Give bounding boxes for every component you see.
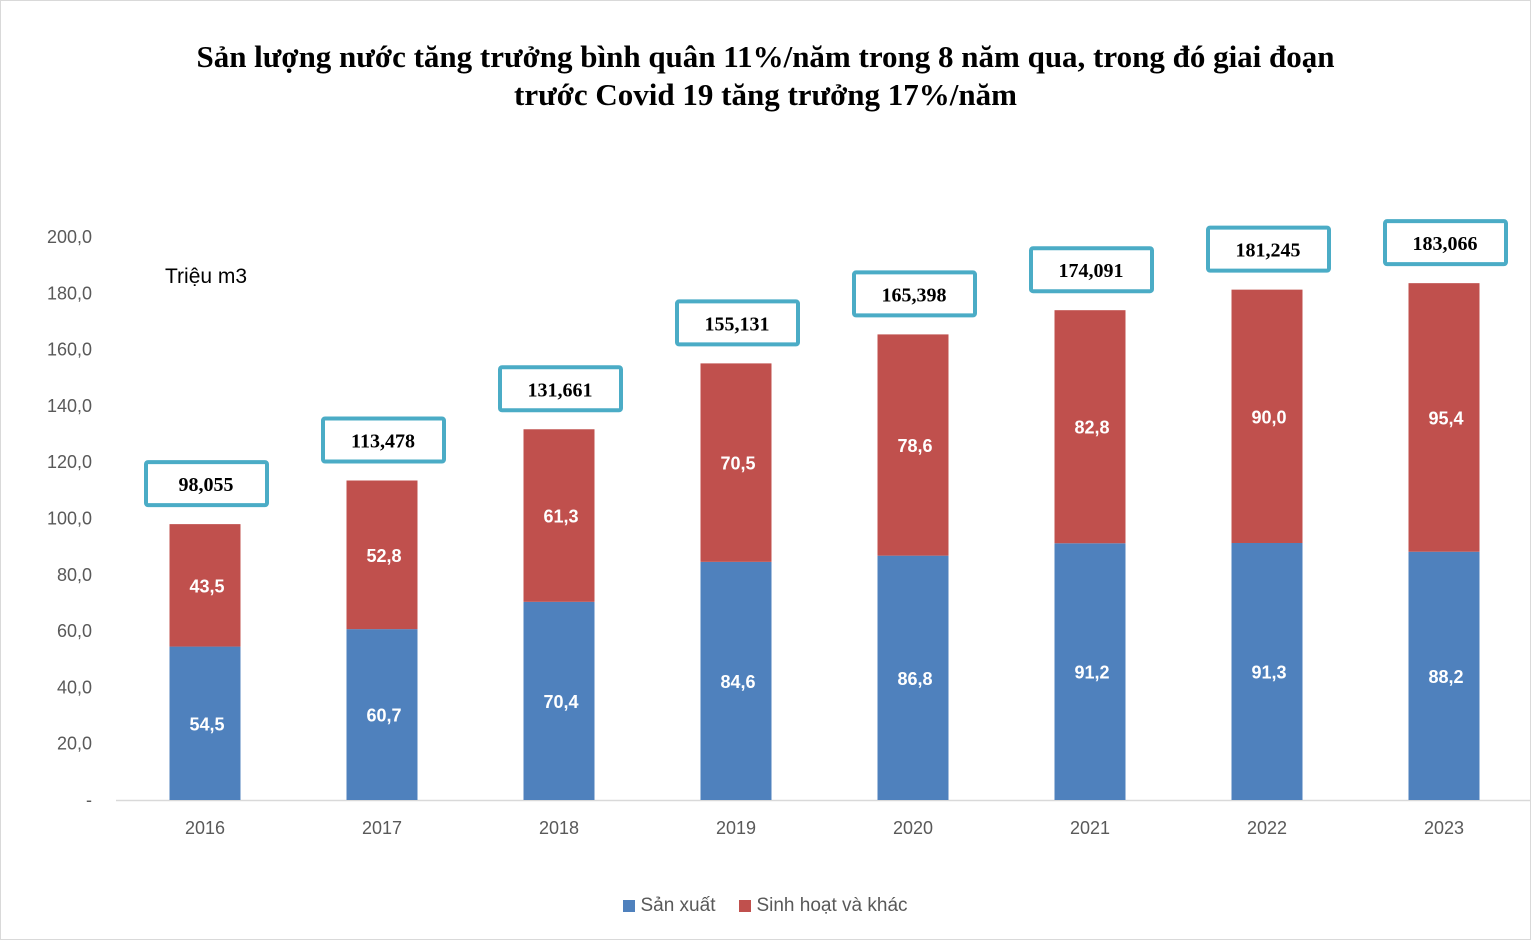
data-label: 60,7 (366, 706, 401, 726)
legend-label: Sinh hoạt và khác (756, 895, 908, 916)
bar-san-xuat-2017 (346, 629, 418, 800)
total-label: 181,245 (1236, 240, 1301, 262)
data-label: 43,5 (189, 576, 224, 596)
x-tick-label: 2018 (539, 818, 579, 838)
legend-label: Sản xuất (640, 895, 716, 916)
total-label: 183,066 (1413, 233, 1478, 255)
x-tick-label: 2020 (893, 818, 933, 838)
bar-san-xuat-2023 (1408, 551, 1480, 800)
x-tick-label: 2019 (716, 818, 756, 838)
y-axis-unit-label: Triệu m3 (165, 265, 248, 288)
total-label: 174,091 (1059, 260, 1124, 282)
x-tick-label: 2023 (1424, 818, 1464, 838)
bar-san-xuat-2019 (700, 561, 772, 800)
total-label: 98,055 (179, 474, 234, 496)
total-box-2016 (144, 460, 269, 508)
bar-san-xuat-2022 (1231, 542, 1303, 800)
bar-sinh-hoat-2021 (1054, 310, 1126, 544)
total-box-2020 (852, 270, 977, 318)
data-label: 61,3 (543, 507, 578, 527)
total-box-2023 (1383, 219, 1508, 267)
data-label: 52,8 (366, 546, 401, 566)
legend-item-san-xuat: Sản xuất (623, 895, 715, 917)
data-label: 91,2 (1074, 663, 1109, 683)
data-label: 90,0 (1251, 407, 1286, 427)
data-label: 70,5 (720, 454, 755, 474)
chart-title: Sản lượng nước tăng trưởng bình quân 11%… (0, 38, 1531, 114)
chart-title-line-1: Sản lượng nước tăng trưởng bình quân 11%… (196, 39, 1335, 74)
y-tick-label: 80,0 (57, 565, 92, 585)
y-tick-label: 140,0 (47, 396, 92, 416)
bar-sinh-hoat-2019 (700, 363, 772, 562)
x-tick-label: 2017 (362, 818, 402, 838)
data-label: 86,8 (897, 669, 932, 689)
data-label: 70,4 (543, 692, 578, 712)
y-tick-label: 160,0 (47, 340, 92, 360)
data-label: 54,5 (189, 714, 224, 734)
total-box-2017 (321, 416, 446, 464)
data-label: 91,3 (1251, 662, 1286, 682)
total-box-2021 (1029, 246, 1154, 294)
y-tick-label: - (86, 790, 92, 810)
bar-sinh-hoat-2020 (877, 334, 949, 556)
total-box-2018 (498, 365, 623, 413)
y-tick-label: 40,0 (57, 677, 92, 697)
legend: Sản xuất Sinh hoạt và khác (0, 895, 1531, 917)
bar-sinh-hoat-2017 (346, 480, 418, 630)
y-tick-label: 60,0 (57, 621, 92, 641)
y-tick-label: 20,0 (57, 734, 92, 754)
x-tick-label: 2021 (1070, 818, 1110, 838)
bar-sinh-hoat-2016 (169, 524, 241, 647)
total-label: 165,398 (882, 284, 947, 306)
total-label: 155,131 (705, 313, 770, 335)
bar-san-xuat-2021 (1054, 543, 1126, 800)
data-label: 78,6 (897, 436, 932, 456)
legend-item-sinh-hoat: Sinh hoạt và khác (739, 895, 908, 917)
chart-title-line-2: trước Covid 19 tăng trưởng 17%/năm (514, 77, 1017, 112)
bar-san-xuat-2016 (169, 646, 241, 800)
y-tick-label: 180,0 (47, 283, 92, 303)
data-label: 88,2 (1428, 667, 1463, 687)
y-tick-label: 120,0 (47, 452, 92, 472)
x-tick-label: 2022 (1247, 818, 1287, 838)
bar-sinh-hoat-2022 (1231, 289, 1303, 543)
total-box-2019 (675, 299, 800, 347)
y-tick-label: 200,0 (47, 227, 92, 247)
total-box-2022 (1206, 225, 1331, 273)
total-label: 113,478 (351, 430, 415, 452)
x-tick-label: 2016 (185, 818, 225, 838)
bar-sinh-hoat-2018 (523, 429, 595, 602)
data-label: 84,6 (720, 672, 755, 692)
bar-san-xuat-2020 (877, 555, 949, 800)
bar-sinh-hoat-2023 (1408, 283, 1480, 552)
y-tick-label: 100,0 (47, 509, 92, 529)
total-label: 131,661 (528, 379, 593, 401)
data-label: 95,4 (1428, 408, 1463, 428)
legend-swatch-blue (623, 900, 636, 912)
legend-swatch-red (739, 900, 752, 912)
bar-san-xuat-2018 (523, 601, 595, 800)
data-label: 82,8 (1074, 418, 1109, 438)
